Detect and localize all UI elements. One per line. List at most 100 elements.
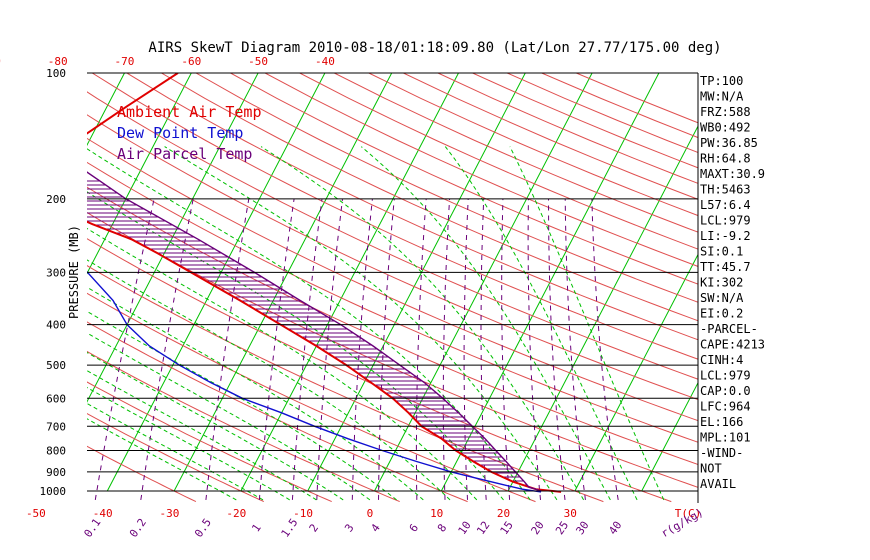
stat-entry: EI:0.2: [700, 307, 743, 321]
moist-adiabat-line: [260, 146, 585, 501]
mixing-ratio-line: [316, 198, 343, 500]
top-temp-tick-label: -50: [248, 55, 268, 68]
dry-adiabat-line: [87, 137, 698, 422]
stat-entry: LCL:979: [700, 369, 751, 383]
mixing-ratio-line: [291, 198, 323, 500]
pressure-tick-label: 500: [46, 359, 66, 372]
bottom-temp-tick-label: 30: [564, 507, 577, 520]
dry-adiabat-line: [472, 73, 698, 169]
stat-entry: RH:64.8: [700, 152, 751, 166]
mixing-ratio-line: [564, 198, 586, 500]
mixing-ratio-tick-label: 10: [456, 519, 474, 537]
stat-entry: TH:5463: [700, 183, 751, 197]
stat-entry: PW:36.85: [700, 136, 758, 150]
pressure-tick-label: 300: [46, 266, 66, 279]
moist-adiabat-line: [87, 402, 264, 501]
dew-point-curve: [87, 271, 542, 493]
mixing-ratio-tick-label: 8: [435, 522, 449, 535]
dry-adiabat-line: [87, 114, 698, 401]
top-temp-tick-label: -80: [48, 55, 68, 68]
stat-entry: LI:-9.2: [700, 229, 751, 243]
mixing-ratio-line: [591, 198, 619, 500]
pressure-tick-label: 1000: [40, 485, 67, 498]
dry-adiabat-line: [87, 161, 698, 443]
axis-labels: 1002003004005006007008009001000-120-110-…: [0, 55, 706, 540]
chart-title: AIRS SkewT Diagram 2010-08-18/01:18:09.8…: [148, 40, 721, 56]
mixing-ratio-line: [258, 198, 295, 500]
moist-adiabat-line: [87, 227, 478, 501]
moist-adiabat-line: [87, 418, 237, 501]
bottom-temp-tick-label: 20: [497, 507, 510, 520]
stat-entry: TP:100: [700, 74, 743, 88]
isotherm-line: [775, 73, 870, 491]
stat-entry: FRZ:588: [700, 105, 751, 119]
mixing-ratio-line: [205, 198, 250, 500]
dry-adiabat-line: [87, 186, 698, 466]
stat-entry: -WIND-: [700, 446, 743, 460]
isotherm-line: [87, 73, 192, 275]
isotherm-line: [87, 73, 259, 403]
mixing-ratio-line: [527, 198, 541, 500]
bottom-temp-tick-label: -50: [26, 507, 46, 520]
cape-hatching: [87, 180, 528, 486]
mixing-ratio-tick-label: 1: [249, 522, 263, 535]
y-axis-label: PRESSURE (MB): [67, 225, 81, 319]
mixing-ratio-tick-label: 15: [498, 519, 516, 537]
moist-adiabat-line: [87, 386, 290, 501]
isotherm-line: [440, 73, 660, 492]
stat-entry: MPL:101: [700, 431, 751, 445]
mixing-ratio-line: [140, 198, 194, 500]
stat-entry: NOT: [700, 462, 722, 476]
pressure-tick-label: 200: [46, 193, 66, 206]
isotherm-line: [307, 73, 526, 492]
mixing-ratio-tick-label: 3: [342, 522, 356, 535]
mixing-ratio-line: [463, 198, 469, 500]
mixing-ratio-line: [480, 198, 487, 500]
isotherm-line: [87, 73, 125, 147]
parcel-temp-curve: [87, 171, 542, 492]
mixing-ratio-tick-label: 12: [474, 519, 492, 537]
mixing-ratio-line: [548, 198, 566, 500]
dry-adiabat-line: [230, 73, 698, 285]
pressure-tick-label: 400: [46, 319, 66, 332]
isotherm-line: [574, 253, 698, 492]
pressure-tick-label: 100: [46, 67, 66, 80]
top-temp-tick-label: -70: [115, 55, 135, 68]
mixing-ratio-tick-label: 0.5: [192, 516, 214, 540]
sounding-curves: [87, 73, 562, 493]
bottom-temp-tick-label: -20: [226, 507, 246, 520]
pressure-tick-label: 800: [46, 444, 66, 457]
mixing-ratio-line: [415, 198, 427, 500]
dry-adiabat-line: [264, 73, 698, 267]
isotherm-line: [106, 73, 326, 492]
bottom-temp-tick-label: -10: [293, 507, 313, 520]
pressure-tick-label: 900: [46, 466, 66, 479]
temp-unit-label: T(C): [675, 507, 702, 520]
stat-entry: SI:0.1: [700, 245, 743, 259]
legend-item: Ambient Air Temp: [117, 103, 262, 121]
stat-entry: L57:6.4: [700, 198, 751, 212]
dry-adiabat-line: [437, 73, 698, 184]
moist-adiabat-line: [87, 191, 504, 501]
bottom-temp-tick-label: 0: [367, 507, 374, 520]
stat-entry: -PARCEL-: [700, 322, 758, 336]
top-temp-tick-label: -90: [0, 55, 1, 68]
bottom-temp-tick-label: -30: [160, 507, 180, 520]
dry-adiabat-line: [299, 73, 698, 250]
dry-adiabat-line: [161, 73, 698, 322]
dry-adiabat-line: [126, 73, 698, 341]
stat-entry: LCL:979: [700, 214, 751, 228]
stat-entry: EL:166: [700, 415, 743, 429]
mixing-ratio-line: [442, 198, 451, 500]
stat-entry: MW:N/A: [700, 90, 744, 104]
top-temp-tick-label: -60: [181, 55, 201, 68]
mixing-ratio-tick-label: 2: [307, 522, 321, 535]
dry-adiabat-line: [87, 91, 698, 380]
isobar-lines: [87, 72, 699, 503]
pressure-tick-label: 600: [46, 392, 66, 405]
moist-adiabat-line: [444, 146, 638, 501]
mixing-ratio-tick-label: 4: [368, 521, 383, 534]
dry-adiabat-line: [195, 73, 698, 303]
